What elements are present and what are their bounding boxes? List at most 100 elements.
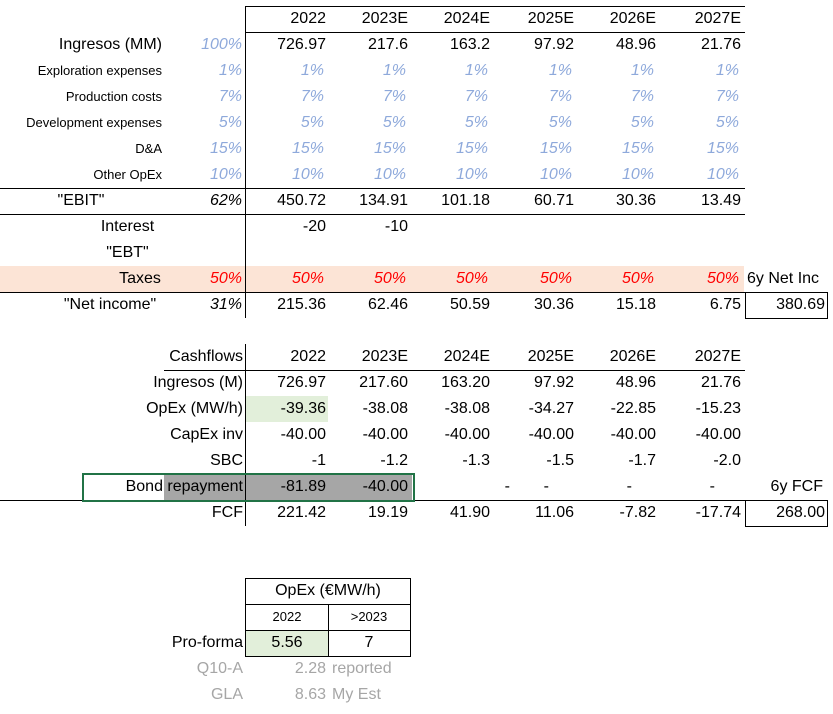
cell[interactable]: 1% [715,62,739,79]
cell[interactable]: 10% [706,166,739,183]
cell[interactable]: 15% [706,140,739,157]
income-year-2023[interactable]: 2023E [361,10,408,27]
income-pct-production[interactable]: 7% [218,88,242,105]
cf-label-ingresos[interactable]: Ingresos (M) [153,374,243,391]
cell[interactable]: 15% [539,140,572,157]
cell[interactable]: - [543,478,549,495]
cell[interactable]: 50% [621,270,654,287]
income-year-2022[interactable]: 2022 [290,10,326,27]
income-year-2025[interactable]: 2025E [527,10,574,27]
cf-label-opex[interactable]: OpEx (MW/h) [146,400,243,417]
cell[interactable]: 7% [464,88,488,105]
cell[interactable]: 97.92 [533,36,574,53]
cell[interactable]: -40.00 [280,426,326,443]
income-pct-ingresos[interactable]: 100% [201,36,242,53]
cell[interactable]: -1.7 [628,452,656,469]
cell[interactable]: 215.36 [277,296,326,313]
income-label-da[interactable]: D&A [135,141,162,156]
cf-year-2022[interactable]: 2022 [290,348,326,365]
cell[interactable]: 48.96 [615,36,656,53]
income-pct-da[interactable]: 15% [209,140,242,157]
income-pct-taxes[interactable]: 50% [209,270,242,287]
cell[interactable]: -34.27 [528,400,574,417]
cf-year-2023[interactable]: 2023E [361,348,408,365]
cell[interactable]: 60.71 [533,192,574,209]
cell[interactable]: 101.18 [441,192,490,209]
cell[interactable]: 30.36 [533,296,574,313]
cell[interactable]: -1.2 [380,452,408,469]
cell[interactable]: reported [332,660,392,677]
cell[interactable]: 5.56 [271,634,303,651]
cell[interactable]: 50% [455,270,488,287]
net-inc-value[interactable]: 380.69 [776,296,825,313]
cell[interactable]: 10% [373,166,406,183]
income-pct-ebit[interactable]: 62% [209,192,242,209]
net-inc-label[interactable]: 6y Net Inc [747,270,820,287]
cell[interactable]: -81.89 [280,478,326,495]
cell[interactable]: -1.3 [462,452,490,469]
cell[interactable]: 1% [464,62,488,79]
income-label-production[interactable]: Production costs [65,89,162,104]
selection-box[interactable] [82,473,415,502]
cell[interactable]: -20 [302,218,326,235]
cell[interactable]: 13.49 [700,192,741,209]
cell[interactable]: -40.00 [695,426,741,443]
opex-table-title[interactable]: OpEx (€MW/h) [275,582,381,599]
income-label-ebit[interactable]: "EBIT" [57,192,105,209]
cf-label-capex[interactable]: CapEx inv [170,426,243,443]
cell[interactable]: 50% [706,270,739,287]
income-label-development[interactable]: Development expenses [26,115,162,130]
cell[interactable]: 15.18 [615,296,656,313]
cell[interactable]: 50% [291,270,324,287]
cf-label-bond[interactable]: Bond repayment [125,478,243,495]
cell[interactable]: - [626,478,632,495]
income-pct-net-income[interactable]: 31% [209,296,242,313]
opex-label-proforma[interactable]: Pro-forma [171,634,243,651]
cell[interactable]: -40.00 [362,478,408,495]
cell[interactable]: -40.00 [528,426,574,443]
cell[interactable]: 62.46 [367,296,408,313]
income-year-2027[interactable]: 2027E [694,10,741,27]
cell[interactable]: -38.08 [444,400,490,417]
cell[interactable]: 221.42 [277,504,326,521]
cell[interactable]: -40.00 [610,426,656,443]
cell[interactable]: 30.36 [615,192,656,209]
cell[interactable]: -2.0 [713,452,741,469]
cell[interactable]: 7% [715,88,739,105]
cell[interactable]: 50% [373,270,406,287]
cf-year-2024[interactable]: 2024E [443,348,490,365]
cell[interactable]: -1 [311,452,326,469]
cell[interactable]: 5% [630,114,654,131]
cell[interactable]: -7.82 [619,504,656,521]
cell[interactable]: 7% [382,88,406,105]
cell[interactable]: 1% [630,62,654,79]
cell[interactable]: -15.23 [695,400,741,417]
cf-year-2027[interactable]: 2027E [694,348,741,365]
cell[interactable]: 134.91 [359,192,408,209]
cell[interactable]: 5% [382,114,406,131]
cell[interactable]: 50% [539,270,572,287]
cell[interactable]: 21.76 [700,374,741,391]
cell[interactable]: -40.00 [444,426,490,443]
income-label-other-opex[interactable]: Other OpEx [93,167,162,182]
income-year-2024[interactable]: 2024E [443,10,490,27]
cell[interactable]: 15% [373,140,406,157]
fcf-total-label[interactable]: 6y FCF [770,478,823,495]
cell[interactable]: 48.96 [615,374,656,391]
cell[interactable]: -1.5 [546,452,574,469]
cell[interactable]: -22.85 [610,400,656,417]
cell[interactable]: 97.92 [533,374,574,391]
cell[interactable]: 21.76 [700,36,741,53]
cell[interactable]: 15% [291,140,324,157]
cell[interactable]: 163.2 [449,36,490,53]
cell[interactable]: 15% [455,140,488,157]
cell[interactable]: -40.00 [362,426,408,443]
cf-label-sbc[interactable]: SBC [210,452,243,469]
cell[interactable]: - [709,478,715,495]
opex-label-gla[interactable]: GLA [210,686,243,703]
opex-label-q10a[interactable]: Q10-A [196,660,243,677]
cell[interactable]: -38.08 [362,400,408,417]
income-year-2026[interactable]: 2026E [609,10,656,27]
fcf-total-value[interactable]: 268.00 [776,504,825,521]
cell[interactable]: 7% [548,88,572,105]
